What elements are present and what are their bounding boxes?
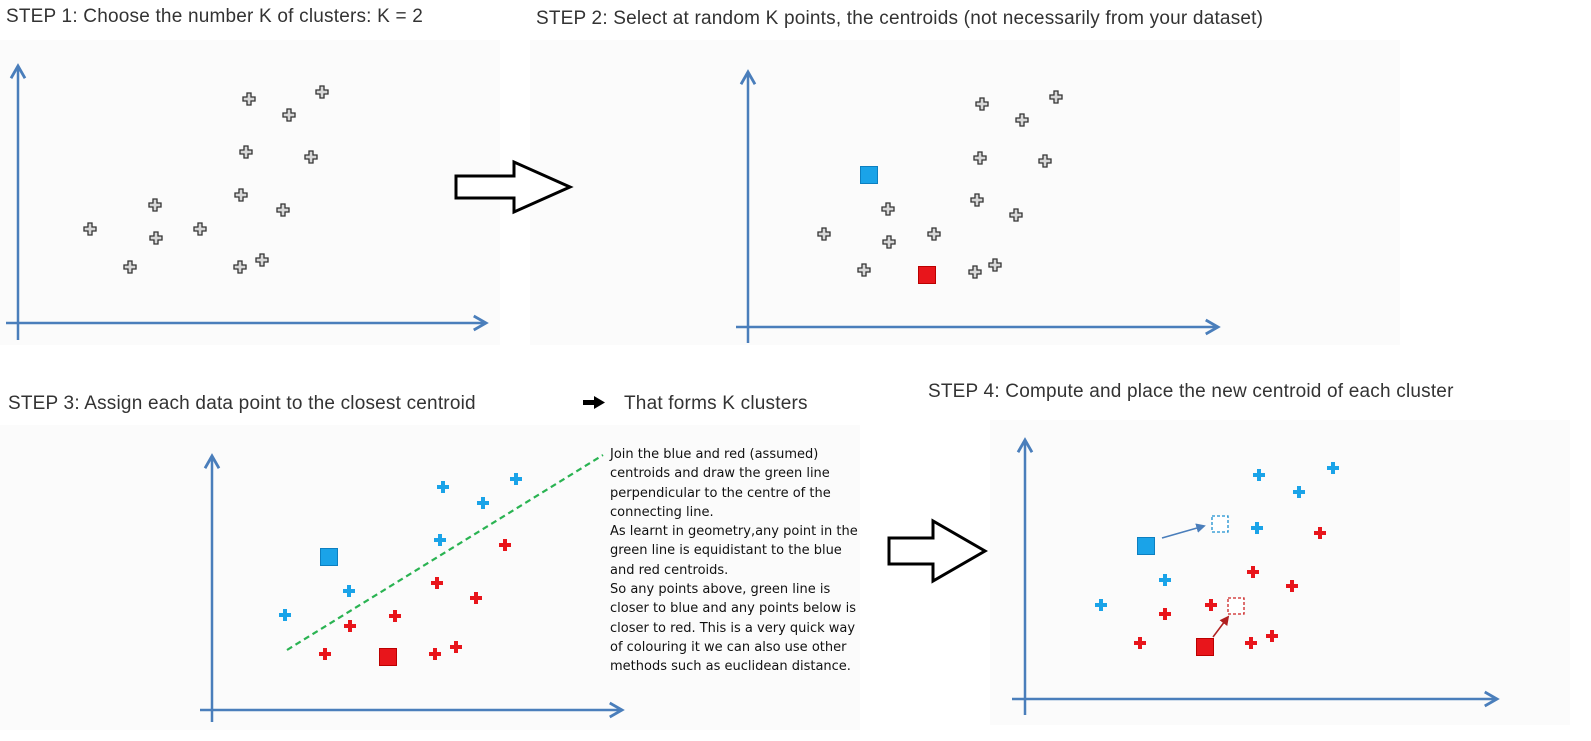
plus-marker-icon: [305, 151, 317, 163]
plus-marker-icon: [1010, 209, 1022, 221]
black-right-arrow-icon: [583, 396, 605, 409]
plus-marker-icon: [477, 497, 489, 509]
plus-marker-icon: [1327, 462, 1339, 474]
plus-marker-icon: [240, 146, 252, 158]
plus-marker-icon: [1266, 630, 1278, 642]
plus-marker-icon: [1159, 574, 1171, 586]
plus-marker-icon: [319, 648, 331, 660]
square-centroid-icon: [1197, 639, 1214, 656]
plus-marker-icon: [344, 620, 356, 632]
plus-marker-icon: [1247, 566, 1259, 578]
square-centroid-icon: [919, 267, 936, 284]
plus-marker-icon: [194, 223, 206, 235]
plus-marker-icon: [235, 189, 247, 201]
plus-marker-icon: [1134, 637, 1146, 649]
square-centroid-icon: [861, 167, 878, 184]
plus-marker-icon: [1286, 580, 1298, 592]
plus-marker-icon: [1245, 637, 1257, 649]
plus-marker-icon: [883, 236, 895, 248]
plus-marker-icon: [858, 264, 870, 276]
plus-marker-icon: [510, 473, 522, 485]
plus-marker-icon: [1251, 522, 1263, 534]
plus-marker-icon: [234, 261, 246, 273]
plus-marker-icon: [1159, 608, 1171, 620]
blue-centroid-move-arrow: [1162, 526, 1204, 538]
plus-marker-icon: [149, 199, 161, 211]
plus-marker-icon: [989, 259, 1001, 271]
plus-marker-icon: [256, 254, 268, 266]
plus-marker-icon: [974, 152, 986, 164]
plus-marker-icon: [971, 194, 983, 206]
hollow-right-arrow-icon: [889, 521, 985, 581]
plus-marker-icon: [499, 539, 511, 551]
square-centroid-icon: [380, 649, 397, 666]
plus-marker-icon: [124, 261, 136, 273]
plus-marker-icon: [429, 648, 441, 660]
plus-marker-icon: [1253, 469, 1265, 481]
plus-marker-icon: [316, 86, 328, 98]
plus-marker-icon: [969, 266, 981, 278]
plus-marker-icon: [437, 481, 449, 493]
points-layer: [84, 86, 1339, 666]
plus-marker-icon: [1050, 91, 1062, 103]
plus-marker-icon: [434, 534, 446, 546]
plus-marker-icon: [431, 577, 443, 589]
plus-marker-icon: [1039, 155, 1051, 167]
plus-marker-icon: [84, 223, 96, 235]
plus-marker-icon: [243, 93, 255, 105]
plus-marker-icon: [279, 609, 291, 621]
square-centroid-icon: [321, 549, 338, 566]
axes-step-1: [6, 66, 486, 340]
new-centroid-outline-icon: [1228, 598, 1244, 614]
plus-marker-icon: [1095, 599, 1107, 611]
plus-marker-icon: [470, 592, 482, 604]
plus-marker-icon: [283, 109, 295, 121]
plus-marker-icon: [150, 232, 162, 244]
plus-marker-icon: [1016, 114, 1028, 126]
plus-marker-icon: [277, 204, 289, 216]
plus-marker-icon: [450, 641, 462, 653]
plus-marker-icon: [1205, 599, 1217, 611]
plus-marker-icon: [882, 203, 894, 215]
plus-marker-icon: [389, 610, 401, 622]
plus-marker-icon: [343, 585, 355, 597]
plus-marker-icon: [928, 228, 940, 240]
hollow-right-arrow-icon: [456, 162, 570, 212]
axes-step-3: [200, 456, 622, 722]
plus-marker-icon: [976, 98, 988, 110]
plus-marker-icon: [1293, 486, 1305, 498]
square-centroid-icon: [1138, 538, 1155, 555]
axes-step-2: [736, 72, 1218, 343]
plus-marker-icon: [818, 228, 830, 240]
new-centroid-outline-icon: [1212, 516, 1228, 532]
plus-marker-icon: [1314, 527, 1326, 539]
red-centroid-move-arrow: [1213, 617, 1228, 637]
